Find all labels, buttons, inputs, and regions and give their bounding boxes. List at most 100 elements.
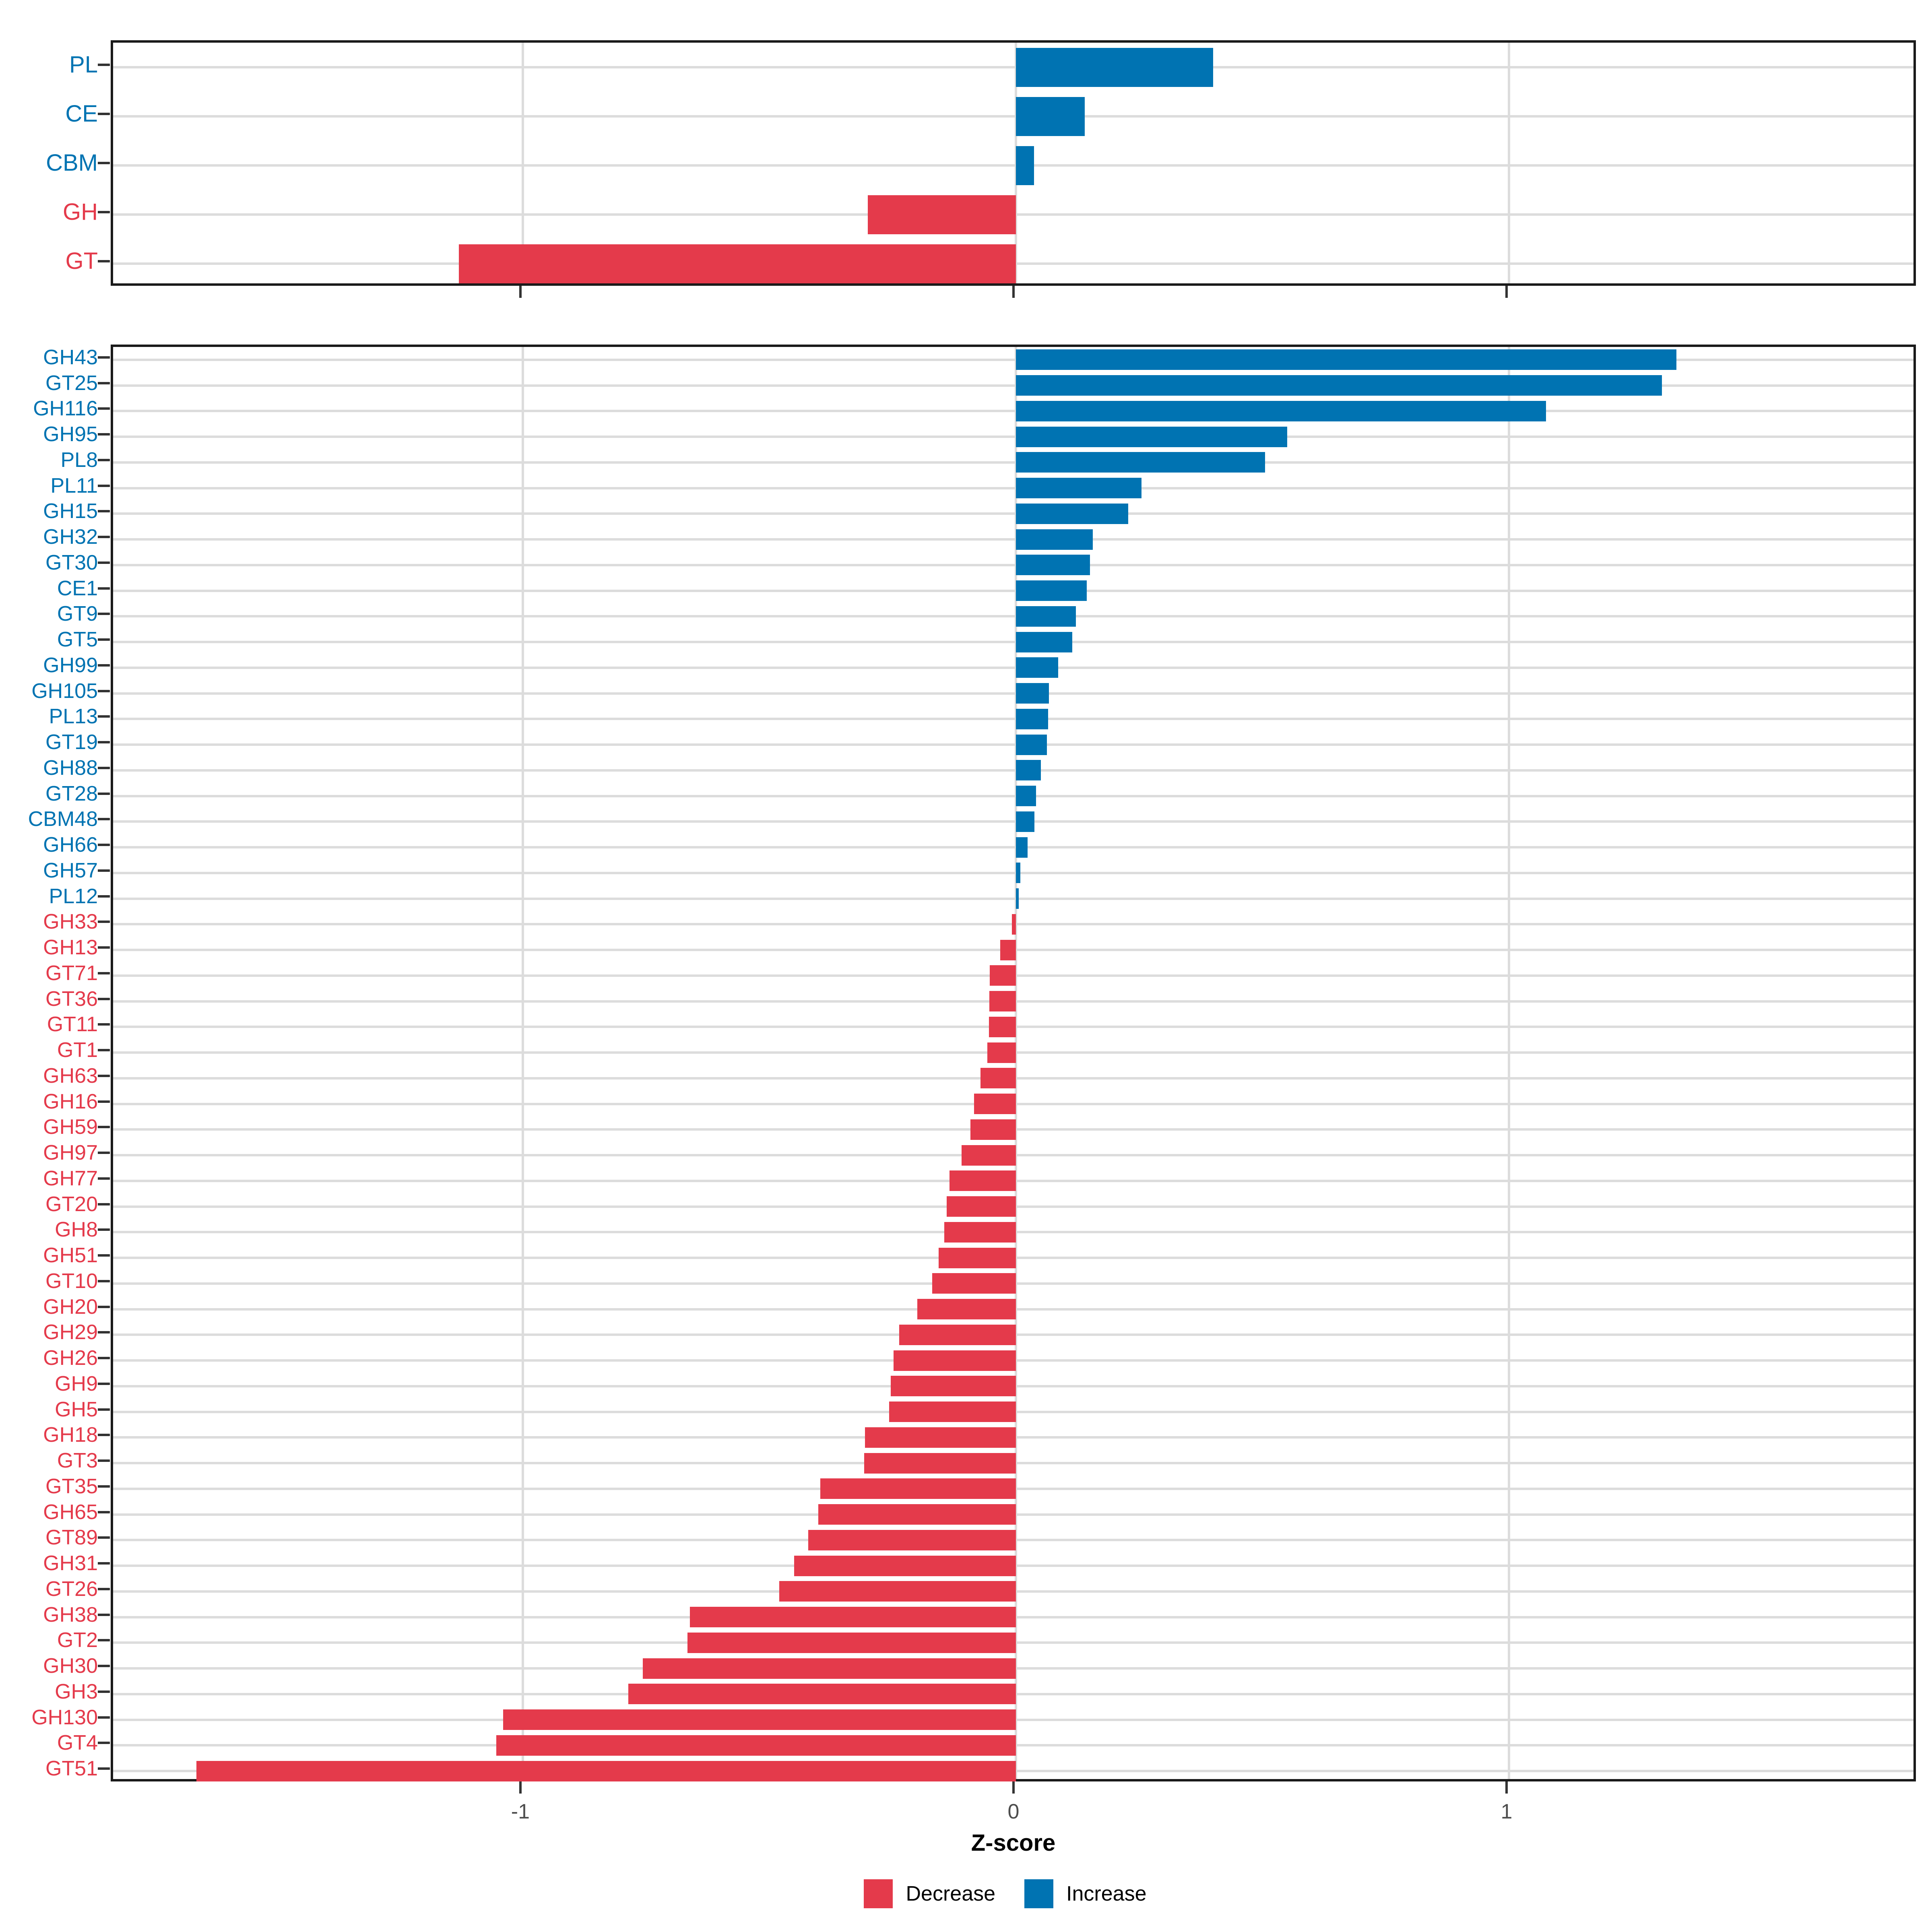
category-label-GH116: GH116 [33, 397, 98, 421]
bar-CBM48 [1016, 811, 1035, 832]
bar-GH29 [899, 1324, 1016, 1345]
y-axis-tick-GH97 [98, 1152, 110, 1154]
x-tick-label-0: 0 [1007, 1800, 1020, 1823]
category-label-GH57: GH57 [43, 859, 98, 882]
family-level-panel [111, 345, 1916, 1781]
bar-GH57 [1016, 863, 1020, 883]
y-axis-tick-GH88 [98, 766, 110, 769]
category-label-GT4: GT4 [57, 1731, 98, 1755]
x-tick-label-1: 1 [1501, 1800, 1513, 1823]
x-axis-tick-0 [1012, 1781, 1015, 1794]
y-axis-tick-GH26 [98, 1357, 110, 1360]
bar-GH [868, 195, 1016, 234]
category-label-CBM: CBM [46, 150, 98, 176]
bar-GH16 [974, 1094, 1016, 1115]
bar-GH9 [890, 1376, 1016, 1397]
bar-GH97 [962, 1145, 1016, 1166]
y-axis-tick-GH63 [98, 1074, 110, 1077]
y-axis-tick-GT4 [98, 1742, 110, 1744]
bar-GT36 [989, 991, 1016, 1012]
category-label-GH99: GH99 [43, 653, 98, 677]
major-gridline-x--1 [521, 43, 524, 283]
bar-GH26 [894, 1350, 1016, 1371]
category-label-GH66: GH66 [43, 833, 98, 857]
bar-GH99 [1016, 657, 1059, 678]
category-label-PL: PL [69, 52, 98, 78]
row-gridline-CBM [113, 164, 1913, 167]
y-axis-tick-CBM [98, 162, 110, 164]
y-axis-tick-PL11 [98, 484, 110, 487]
x-axis-tick--1 [519, 1781, 522, 1794]
category-label-PL11: PL11 [50, 474, 98, 497]
category-label-GH9: GH9 [55, 1372, 98, 1395]
category-label-GH59: GH59 [43, 1115, 98, 1139]
bar-GT28 [1016, 786, 1036, 807]
bar-CE [1016, 97, 1085, 136]
bar-PL11 [1016, 478, 1142, 499]
bar-PL12 [1016, 888, 1019, 909]
y-axis-tick-GT19 [98, 741, 110, 744]
bar-GT71 [990, 965, 1016, 986]
y-axis-tick-PL8 [98, 458, 110, 461]
y-axis-tick-GH66 [98, 844, 110, 846]
bar-GH63 [980, 1068, 1016, 1089]
bar-PL8 [1016, 452, 1265, 473]
category-label-GT26: GT26 [45, 1577, 98, 1601]
y-axis-tick-GH32 [98, 536, 110, 539]
bar-GT4 [496, 1735, 1016, 1756]
x-axis-tick-1 [1505, 286, 1508, 298]
category-label-GT2: GT2 [57, 1629, 98, 1652]
category-label-GH: GH [63, 199, 98, 225]
y-axis-tick-GH99 [98, 664, 110, 667]
category-label-GH105: GH105 [31, 679, 98, 703]
y-axis-tick-GT51 [98, 1767, 110, 1770]
category-label-CE: CE [65, 101, 98, 127]
category-label-GH8: GH8 [55, 1218, 98, 1242]
y-axis-tick-GT2 [98, 1639, 110, 1642]
y-axis-tick-GT36 [98, 997, 110, 1000]
row-gridline-GT30 [113, 564, 1913, 566]
row-gridline-GT9 [113, 615, 1913, 618]
row-gridline-GT25 [113, 384, 1913, 387]
y-axis-tick-GH13 [98, 946, 110, 949]
category-label-CBM48: CBM48 [28, 807, 98, 831]
y-axis-tick-GT28 [98, 792, 110, 795]
x-axis-title: Z-score [971, 1830, 1056, 1856]
y-axis-tick-GH116 [98, 407, 110, 410]
bar-GH51 [938, 1247, 1016, 1268]
category-label-GH77: GH77 [43, 1166, 98, 1190]
category-label-GT: GT [65, 248, 98, 274]
major-gridline-x-1 [1507, 43, 1510, 283]
bar-GH8 [944, 1222, 1016, 1243]
category-label-GT30: GT30 [45, 551, 98, 574]
category-label-PL12: PL12 [49, 884, 98, 908]
class-level-panel [111, 40, 1916, 286]
y-axis-tick-GT26 [98, 1587, 110, 1590]
bar-GT25 [1016, 375, 1662, 396]
row-gridline-GH43 [113, 358, 1913, 361]
y-axis-tick-GH95 [98, 433, 110, 436]
bar-GH30 [642, 1658, 1016, 1679]
bar-GH43 [1016, 349, 1677, 370]
y-axis-tick-GH9 [98, 1382, 110, 1385]
category-label-GH3: GH3 [55, 1680, 98, 1703]
row-gridline-GH57 [113, 871, 1913, 874]
row-gridline-CE [113, 115, 1913, 118]
bar-GT5 [1016, 632, 1072, 652]
y-axis-tick-GH20 [98, 1305, 110, 1308]
bar-PL13 [1016, 708, 1048, 729]
bar-GH31 [794, 1555, 1016, 1576]
category-label-GT20: GT20 [45, 1192, 98, 1216]
y-axis-tick-GH30 [98, 1665, 110, 1668]
row-gridline-GH15 [113, 512, 1913, 515]
y-axis-tick-GH105 [98, 689, 110, 692]
category-label-GT19: GT19 [45, 731, 98, 754]
y-axis-tick-GH65 [98, 1511, 110, 1513]
category-label-GH88: GH88 [43, 756, 98, 780]
y-axis-tick-PL [98, 64, 110, 66]
y-axis-tick-GT71 [98, 972, 110, 974]
row-gridline-PL11 [113, 487, 1913, 489]
x-axis-tick-0 [1012, 286, 1015, 298]
bar-GH5 [889, 1402, 1016, 1422]
category-label-GH26: GH26 [43, 1346, 98, 1370]
